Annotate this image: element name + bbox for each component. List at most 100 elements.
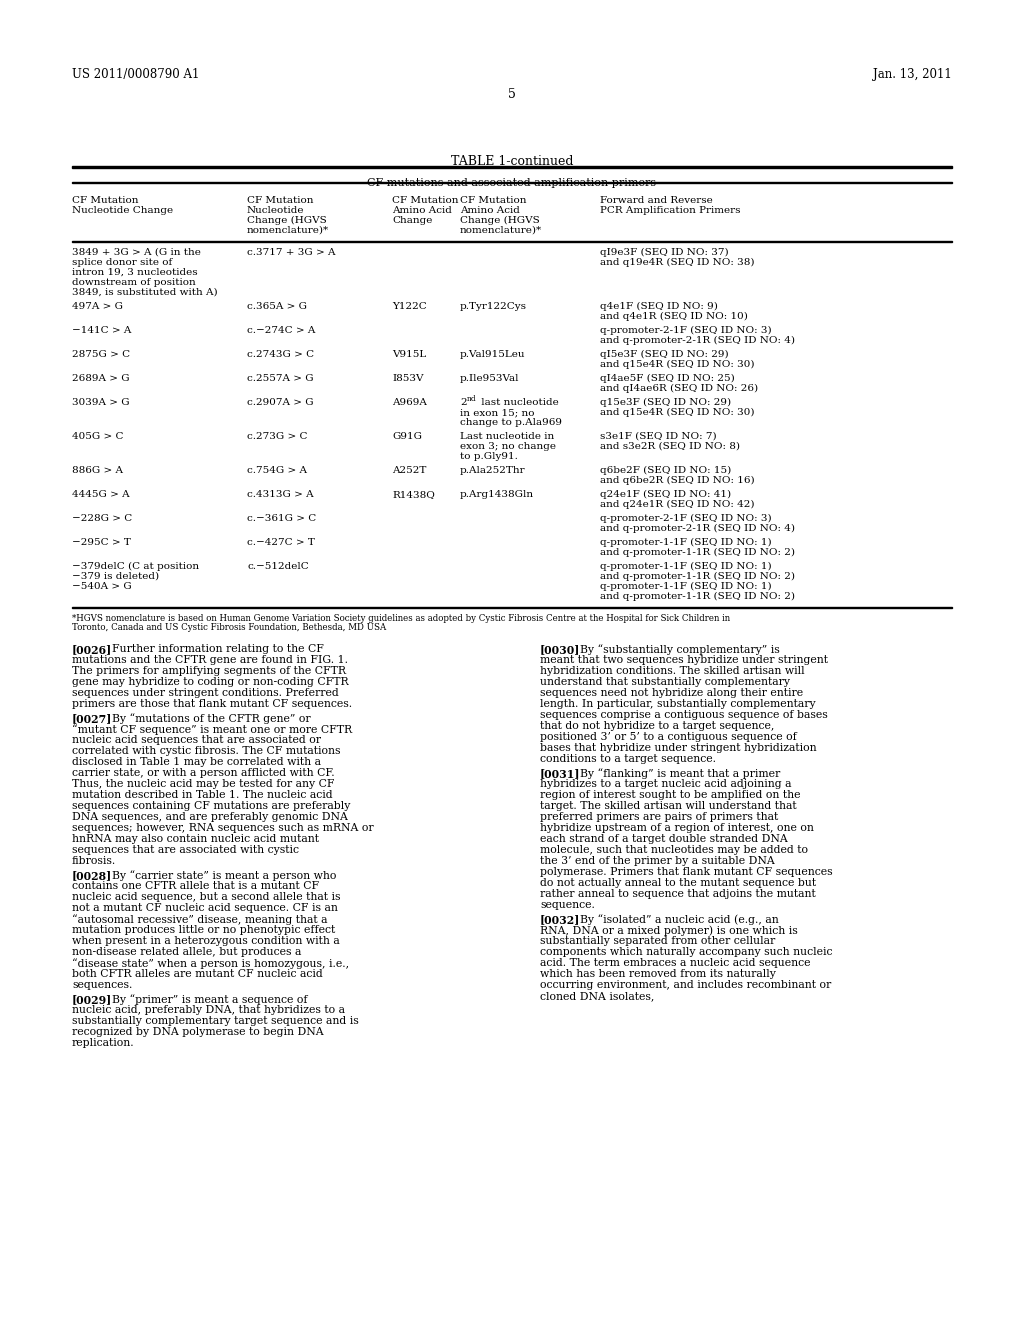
Bar xyxy=(72,181,952,183)
Text: p.Arg1438Gln: p.Arg1438Gln xyxy=(460,490,535,499)
Text: 3849 + 3G > A (G in the: 3849 + 3G > A (G in the xyxy=(72,248,201,257)
Text: −379 is deleted): −379 is deleted) xyxy=(72,572,159,581)
Text: c.−512delC: c.−512delC xyxy=(247,562,309,572)
Text: CF Mutation: CF Mutation xyxy=(460,195,526,205)
Text: PCR Amplification Primers: PCR Amplification Primers xyxy=(600,206,740,215)
Text: “disease state” when a person is homozygous, i.e.,: “disease state” when a person is homozyg… xyxy=(72,958,349,969)
Text: p.Ala252Thr: p.Ala252Thr xyxy=(460,466,525,475)
Text: Further information relating to the CF: Further information relating to the CF xyxy=(98,644,324,653)
Text: CF Mutation: CF Mutation xyxy=(247,195,313,205)
Text: c.273G > C: c.273G > C xyxy=(247,432,307,441)
Text: in exon 15; no: in exon 15; no xyxy=(460,408,535,417)
Text: 3039A > G: 3039A > G xyxy=(72,399,130,407)
Text: non-disease related allele, but produces a: non-disease related allele, but produces… xyxy=(72,946,301,957)
Text: c.3717 + 3G > A: c.3717 + 3G > A xyxy=(247,248,336,257)
Text: components which naturally accompany such nucleic: components which naturally accompany suc… xyxy=(540,946,833,957)
Text: molecule, such that nucleotides may be added to: molecule, such that nucleotides may be a… xyxy=(540,845,808,855)
Text: recognized by DNA polymerase to begin DNA: recognized by DNA polymerase to begin DN… xyxy=(72,1027,324,1038)
Text: 405G > C: 405G > C xyxy=(72,432,124,441)
Text: Nucleotide: Nucleotide xyxy=(247,206,304,215)
Text: c.−427C > T: c.−427C > T xyxy=(247,539,314,546)
Text: nomenclature)*: nomenclature)* xyxy=(460,226,542,235)
Text: 497A > G: 497A > G xyxy=(72,302,123,312)
Text: p.Ile953Val: p.Ile953Val xyxy=(460,374,519,383)
Text: c.2743G > C: c.2743G > C xyxy=(247,350,314,359)
Text: sequences that are associated with cystic: sequences that are associated with cysti… xyxy=(72,845,299,855)
Text: that do not hybridize to a target sequence,: that do not hybridize to a target sequen… xyxy=(540,721,774,731)
Text: gene may hybridize to coding or non-coding CFTR: gene may hybridize to coding or non-codi… xyxy=(72,677,348,686)
Text: nucleic acid, preferably DNA, that hybridizes to a: nucleic acid, preferably DNA, that hybri… xyxy=(72,1005,345,1015)
Text: c.365A > G: c.365A > G xyxy=(247,302,307,312)
Text: which has been removed from its naturally: which has been removed from its naturall… xyxy=(540,969,776,979)
Text: q-promoter-2-1F (SEQ ID NO: 3): q-promoter-2-1F (SEQ ID NO: 3) xyxy=(600,513,772,523)
Text: DNA sequences, and are preferably genomic DNA: DNA sequences, and are preferably genomi… xyxy=(72,812,348,822)
Text: Thus, the nucleic acid may be tested for any CF: Thus, the nucleic acid may be tested for… xyxy=(72,779,335,789)
Text: 3849, is substituted with A): 3849, is substituted with A) xyxy=(72,288,218,297)
Text: Change (HGVS: Change (HGVS xyxy=(247,216,327,226)
Text: hybridizes to a target nucleic acid adjoining a: hybridizes to a target nucleic acid adjo… xyxy=(540,779,792,789)
Text: and q6be2R (SEQ ID NO: 16): and q6be2R (SEQ ID NO: 16) xyxy=(600,477,755,486)
Text: primers are those that flank mutant CF sequences.: primers are those that flank mutant CF s… xyxy=(72,700,352,709)
Text: Change (HGVS: Change (HGVS xyxy=(460,216,540,226)
Text: and q-promoter-2-1R (SEQ ID NO: 4): and q-promoter-2-1R (SEQ ID NO: 4) xyxy=(600,337,795,345)
Text: sequences.: sequences. xyxy=(72,979,132,990)
Text: cloned DNA isolates,: cloned DNA isolates, xyxy=(540,991,654,1001)
Text: qI9e3F (SEQ ID NO: 37): qI9e3F (SEQ ID NO: 37) xyxy=(600,248,729,257)
Text: carrier state, or with a person afflicted with CF.: carrier state, or with a person afflicte… xyxy=(72,768,335,777)
Text: downstream of position: downstream of position xyxy=(72,279,196,286)
Text: R1438Q: R1438Q xyxy=(392,490,435,499)
Text: sequences containing CF mutations are preferably: sequences containing CF mutations are pr… xyxy=(72,801,350,810)
Text: contains one CFTR allele that is a mutant CF: contains one CFTR allele that is a mutan… xyxy=(72,880,319,891)
Text: exon 3; no change: exon 3; no change xyxy=(460,442,556,451)
Text: q-promoter-2-1F (SEQ ID NO: 3): q-promoter-2-1F (SEQ ID NO: 3) xyxy=(600,326,772,335)
Text: and q-promoter-1-1R (SEQ ID NO: 2): and q-promoter-1-1R (SEQ ID NO: 2) xyxy=(600,572,795,581)
Text: Amino Acid: Amino Acid xyxy=(460,206,520,215)
Text: change to p.Ala969: change to p.Ala969 xyxy=(460,418,562,426)
Text: q-promoter-1-1F (SEQ ID NO: 1): q-promoter-1-1F (SEQ ID NO: 1) xyxy=(600,562,772,572)
Text: 2875G > C: 2875G > C xyxy=(72,350,130,359)
Text: sequences need not hybridize along their entire: sequences need not hybridize along their… xyxy=(540,688,803,698)
Text: mutation described in Table 1. The nucleic acid: mutation described in Table 1. The nucle… xyxy=(72,789,333,800)
Text: when present in a heterozygous condition with a: when present in a heterozygous condition… xyxy=(72,936,340,946)
Text: and q-promoter-2-1R (SEQ ID NO: 4): and q-promoter-2-1R (SEQ ID NO: 4) xyxy=(600,524,795,533)
Bar xyxy=(72,165,952,168)
Text: 4445G > A: 4445G > A xyxy=(72,490,130,499)
Text: to p.Gly91.: to p.Gly91. xyxy=(460,451,518,461)
Text: and q-promoter-1-1R (SEQ ID NO: 2): and q-promoter-1-1R (SEQ ID NO: 2) xyxy=(600,591,795,601)
Text: RNA, DNA or a mixed polymer) is one which is: RNA, DNA or a mixed polymer) is one whic… xyxy=(540,925,798,936)
Text: 5: 5 xyxy=(508,88,516,102)
Text: G91G: G91G xyxy=(392,432,422,441)
Text: Forward and Reverse: Forward and Reverse xyxy=(600,195,713,205)
Text: rather anneal to sequence that adjoins the mutant: rather anneal to sequence that adjoins t… xyxy=(540,888,816,899)
Text: [0028]: [0028] xyxy=(72,870,113,880)
Text: By “carrier state” is meant a person who: By “carrier state” is meant a person who xyxy=(98,870,337,880)
Text: A969A: A969A xyxy=(392,399,427,407)
Text: A252T: A252T xyxy=(392,466,426,475)
Text: c.2557A > G: c.2557A > G xyxy=(247,374,313,383)
Text: nucleic acid sequence, but a second allele that is: nucleic acid sequence, but a second alle… xyxy=(72,892,341,902)
Text: −141C > A: −141C > A xyxy=(72,326,131,335)
Text: last nucleotide: last nucleotide xyxy=(478,399,559,407)
Text: q4e1F (SEQ ID NO: 9): q4e1F (SEQ ID NO: 9) xyxy=(600,302,718,312)
Text: [0027]: [0027] xyxy=(72,713,113,723)
Text: sequence.: sequence. xyxy=(540,900,595,909)
Text: q6be2F (SEQ ID NO: 15): q6be2F (SEQ ID NO: 15) xyxy=(600,466,731,475)
Text: [0031]: [0031] xyxy=(540,768,581,779)
Text: c.2907A > G: c.2907A > G xyxy=(247,399,313,407)
Text: q-promoter-1-1F (SEQ ID NO: 1): q-promoter-1-1F (SEQ ID NO: 1) xyxy=(600,539,772,546)
Text: and qI4ae6R (SEQ ID NO: 26): and qI4ae6R (SEQ ID NO: 26) xyxy=(600,384,758,393)
Text: p.Val915Leu: p.Val915Leu xyxy=(460,350,525,359)
Text: acid. The term embraces a nucleic acid sequence: acid. The term embraces a nucleic acid s… xyxy=(540,958,811,968)
Text: splice donor site of: splice donor site of xyxy=(72,257,172,267)
Text: q15e3F (SEQ ID NO: 29): q15e3F (SEQ ID NO: 29) xyxy=(600,399,731,407)
Text: occurring environment, and includes recombinant or: occurring environment, and includes reco… xyxy=(540,979,831,990)
Text: [0029]: [0029] xyxy=(72,994,113,1005)
Text: By “primer” is meant a sequence of: By “primer” is meant a sequence of xyxy=(98,994,307,1005)
Text: conditions to a target sequence.: conditions to a target sequence. xyxy=(540,754,716,764)
Text: [0026]: [0026] xyxy=(72,644,113,655)
Text: both CFTR alleles are mutant CF nucleic acid: both CFTR alleles are mutant CF nucleic … xyxy=(72,969,323,979)
Text: sequences; however, RNA sequences such as mRNA or: sequences; however, RNA sequences such a… xyxy=(72,822,374,833)
Text: and q4e1R (SEQ ID NO: 10): and q4e1R (SEQ ID NO: 10) xyxy=(600,312,748,321)
Bar xyxy=(72,606,952,609)
Text: correlated with cystic fibrosis. The CF mutations: correlated with cystic fibrosis. The CF … xyxy=(72,746,341,756)
